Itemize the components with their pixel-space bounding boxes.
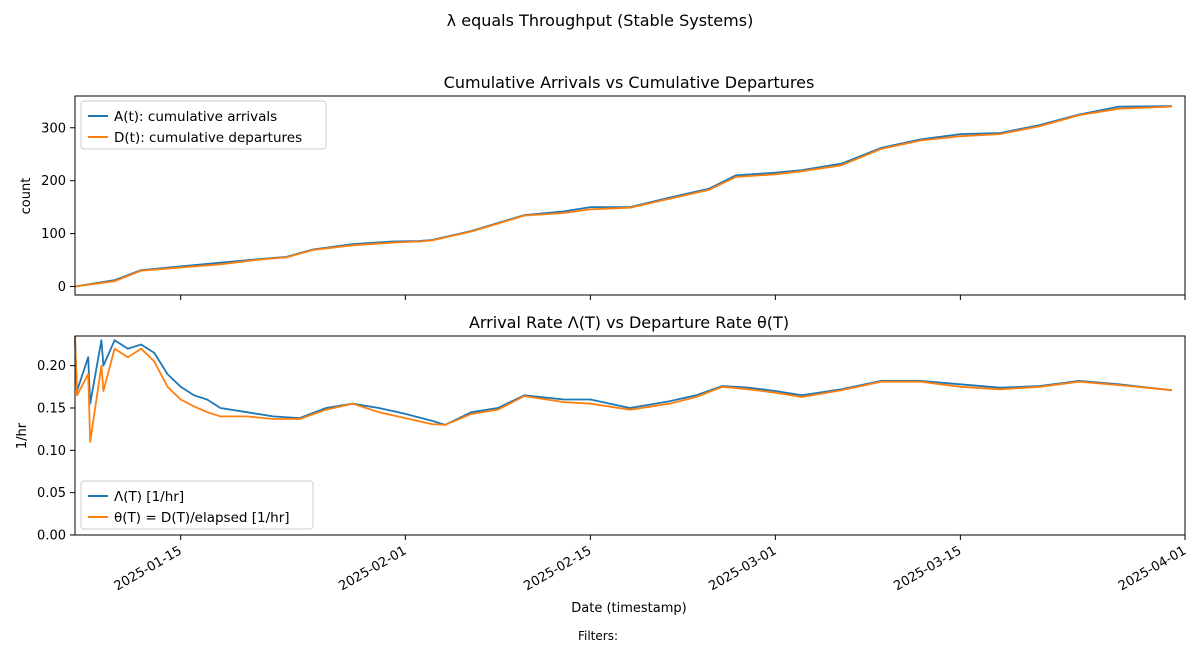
rate-chart-legend: Λ(T) [1/hr] θ(T) = D(T)/elapsed [1/hr] [80, 480, 314, 530]
rate-chart-frame [74, 335, 1186, 536]
cumulative-ytick-label: 100 [41, 227, 66, 242]
cumulative-ytick-label: 300 [41, 121, 66, 136]
cumulative-chart-frame [74, 95, 1186, 296]
figure-title: λ equals Throughput (Stable Systems) [447, 11, 754, 30]
legend-label-arrivals: A(t): cumulative arrivals [114, 109, 277, 125]
rate-ytick-label: 0.00 [37, 529, 66, 544]
rate-ytick-label: 0.15 [37, 401, 66, 416]
cumulative-ytick-label: 200 [41, 174, 66, 189]
cumulative-chart: Cumulative Arrivals vs Cumulative Depart… [19, 73, 1186, 300]
x-axis-label: Date (timestamp) [571, 601, 686, 616]
rate-ytick-label: 0.05 [37, 486, 66, 501]
legend-label-arrival-rate: Λ(T) [1/hr] [114, 489, 184, 505]
filters-label: Filters: [578, 629, 618, 643]
rate-ytick-label: 0.20 [37, 359, 66, 374]
rate-series-line-1 [74, 335, 1172, 443]
cumulative-chart-ylabel: count [19, 178, 34, 215]
cumulative-series-line-1 [74, 105, 1172, 288]
cumulative-ytick-label: 0 [58, 280, 66, 295]
legend-label-departure-rate: θ(T) = D(T)/elapsed [1/hr] [114, 510, 290, 526]
legend-box [80, 100, 327, 150]
rate-chart-title: Arrival Rate Λ(T) vs Departure Rate θ(T) [469, 313, 789, 332]
cumulative-chart-title: Cumulative Arrivals vs Cumulative Depart… [444, 73, 815, 92]
legend-box [80, 480, 314, 530]
legend-label-departures: D(t): cumulative departures [114, 130, 302, 146]
rate-chart-ylabel: 1/hr [15, 422, 30, 449]
rate-ytick-label: 0.10 [37, 444, 66, 459]
cumulative-chart-legend: A(t): cumulative arrivals D(t): cumulati… [80, 100, 327, 150]
